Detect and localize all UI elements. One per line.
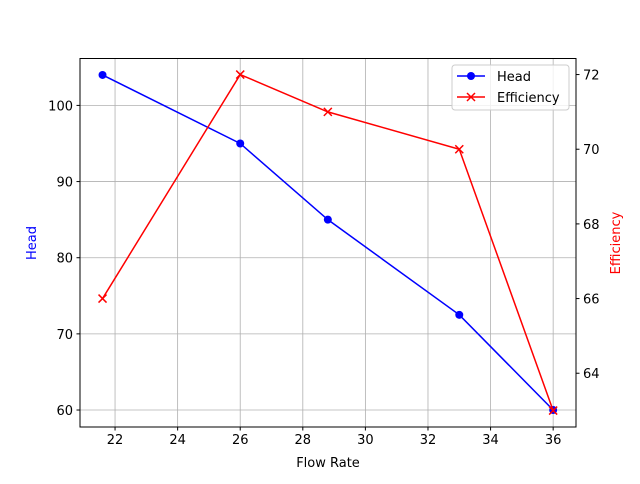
efficiency-point — [323, 107, 333, 117]
head-point — [323, 215, 332, 224]
y2-tick-label: 70 — [583, 143, 600, 158]
x-tick-label: 32 — [420, 433, 437, 448]
series-lines — [98, 70, 558, 416]
head-point — [455, 310, 464, 319]
y-tick-label: 60 — [56, 404, 73, 419]
y2-tick-label: 72 — [583, 69, 600, 84]
x-tick-label: 22 — [107, 433, 124, 448]
x-tick-label: 24 — [169, 433, 186, 448]
efficiency-point — [454, 144, 464, 154]
efficiency-point — [548, 406, 558, 416]
y2-tick-label: 68 — [583, 218, 600, 233]
y-axis-label: Head — [25, 226, 40, 260]
head-line — [102, 74, 554, 411]
y2-tick-label: 66 — [583, 293, 600, 308]
head-point — [236, 139, 245, 148]
x-tick-label: 30 — [357, 433, 374, 448]
x-tick-label: 34 — [482, 433, 499, 448]
efficiency-line — [101, 73, 554, 411]
grid — [80, 58, 576, 427]
y2-tick-label: 64 — [583, 367, 600, 382]
legend-head-marker — [467, 72, 475, 80]
x-tick-label: 28 — [295, 433, 312, 448]
ticks: 22 24 26 28 30 32 34 36 60 70 80 90 100 64 66 68 70 72 — [48, 69, 599, 448]
x-tick-label: 26 — [232, 433, 249, 448]
y-tick-label: 90 — [56, 176, 73, 191]
x-tick-label: 36 — [545, 433, 562, 448]
y-tick-label: 80 — [56, 252, 73, 267]
efficiency-point — [235, 70, 245, 80]
legend-head-label: Head — [497, 70, 531, 85]
legend: Head Efficiency — [451, 64, 570, 111]
legend-efficiency-label: Efficiency — [497, 91, 560, 106]
x-axis-label: Flow Rate — [296, 456, 360, 471]
legend-efficiency-marker — [466, 92, 476, 102]
efficiency-point — [98, 294, 108, 304]
y-tick-label: 70 — [56, 328, 73, 343]
y-tick-label: 100 — [48, 99, 73, 114]
y2-axis-label: Efficiency — [609, 211, 624, 274]
head-point — [98, 70, 107, 79]
plot-frame — [79, 58, 577, 428]
